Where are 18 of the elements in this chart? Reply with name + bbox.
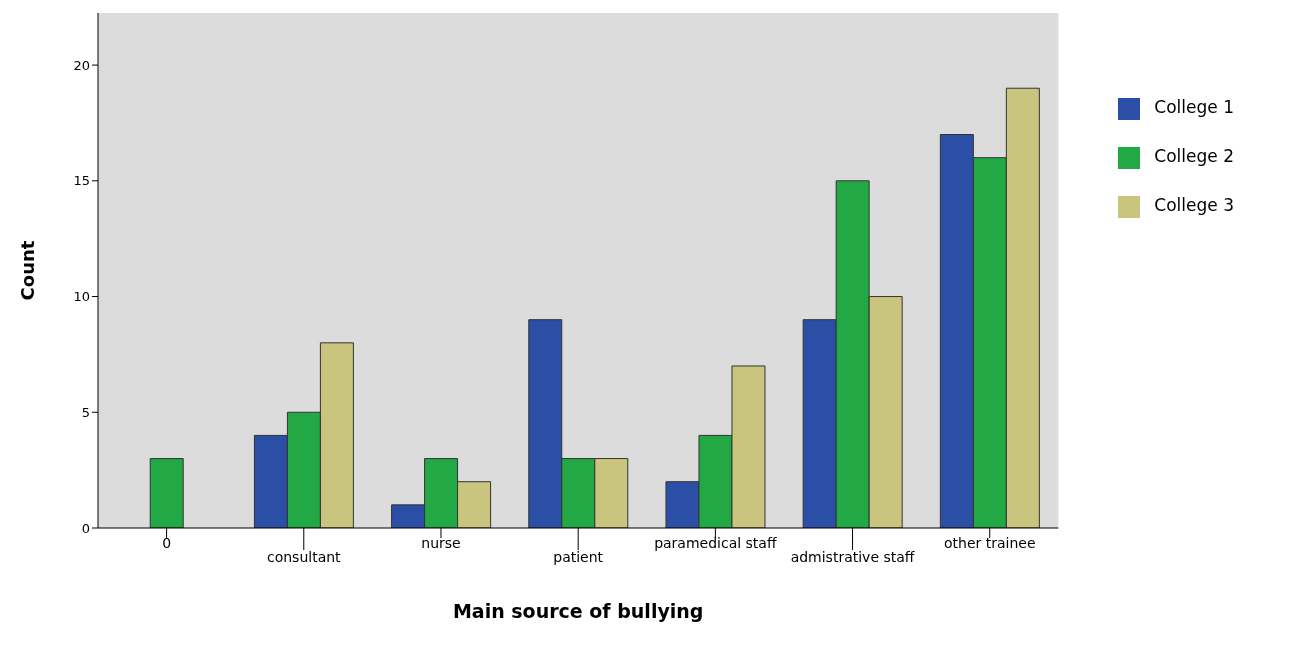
legend-label: College 2 [1154,146,1234,166]
x-tick-label: consultant [266,549,342,565]
legend-label: College 1 [1154,97,1234,117]
x-tick-label: nurse [421,535,461,551]
y-tick-label: 10 [73,289,90,305]
y-axis-title: Count [17,240,39,301]
y-tick-label: 20 [73,57,90,73]
x-tick-label: other trainee [943,535,1036,551]
x-tick-label: patient [553,549,604,565]
x-axis-title: Main source of bullying [452,600,704,622]
x-tick-label: paramedical staff [654,535,777,551]
y-tick-label: 15 [73,173,90,189]
legend-label: College 3 [1154,195,1234,215]
y-tick-label: 5 [81,404,90,420]
y-tick-label: 0 [81,520,90,536]
bar [149,458,184,528]
x-tick-label: 0 [162,535,172,551]
x-tick-label: admistrative staff [790,549,915,565]
